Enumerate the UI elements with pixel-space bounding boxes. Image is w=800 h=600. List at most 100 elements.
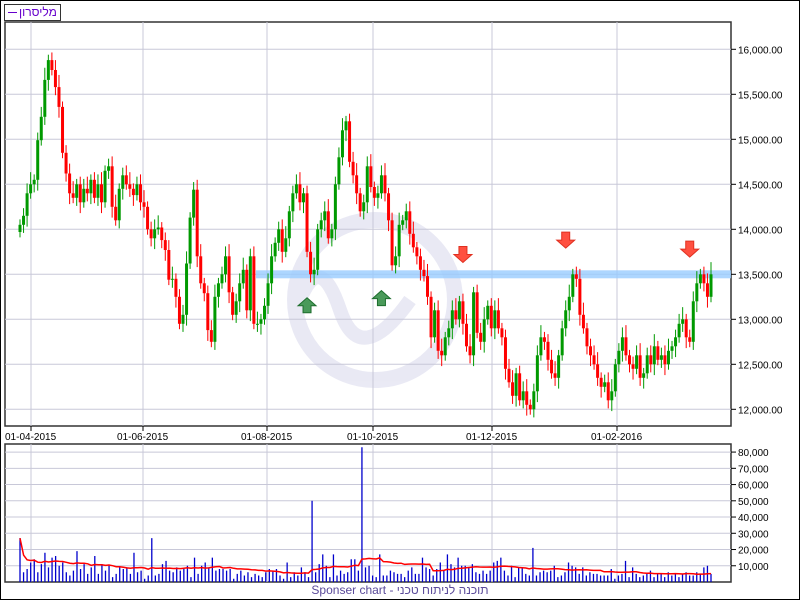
candle — [659, 347, 663, 368]
watermark-wave — [293, 270, 416, 345]
candle — [326, 199, 330, 244]
candle-body — [404, 211, 408, 221]
candle — [596, 352, 600, 386]
candle-body — [464, 323, 468, 347]
candle — [39, 106, 43, 146]
candle — [32, 174, 36, 193]
candle — [82, 178, 86, 208]
candle-body — [167, 250, 171, 280]
candle — [316, 223, 320, 276]
candle — [181, 304, 185, 332]
candle-body — [571, 274, 575, 297]
candle-body — [294, 184, 298, 194]
candle — [305, 185, 309, 258]
candle — [174, 273, 178, 308]
candle — [124, 165, 128, 190]
candle — [553, 361, 557, 386]
candle — [263, 298, 267, 325]
candle-body — [43, 79, 47, 117]
candle — [146, 201, 150, 235]
candle — [688, 329, 692, 348]
candle — [663, 345, 667, 376]
candle — [29, 172, 33, 199]
candle-body — [337, 157, 341, 185]
candle — [358, 187, 362, 217]
candle-body — [394, 256, 398, 266]
candle — [294, 174, 298, 199]
x-tick-label: 01-04-2015 — [5, 432, 57, 443]
candle — [606, 372, 610, 409]
candle-body — [581, 314, 585, 329]
legend-series-name: מליסרון — [19, 5, 57, 19]
candle — [454, 298, 458, 325]
candle — [635, 345, 639, 375]
candle-body — [535, 355, 539, 392]
candle — [241, 257, 245, 289]
candle-body — [280, 229, 284, 252]
candle-body — [124, 175, 128, 185]
volume-y-tick-label: 20,000 — [738, 546, 769, 557]
candle — [518, 365, 522, 406]
candle-body — [85, 188, 89, 194]
candle — [121, 167, 125, 200]
candle-body — [564, 310, 568, 329]
candle — [624, 325, 628, 361]
candle-body — [447, 328, 451, 338]
candle-body — [649, 355, 653, 365]
candle — [68, 163, 72, 205]
candle — [486, 300, 490, 325]
candle — [220, 266, 224, 289]
candle-body — [323, 211, 327, 221]
candle-body — [589, 346, 593, 356]
candle — [443, 331, 447, 361]
candle-body — [53, 70, 57, 88]
y-tick-label: 15,000.00 — [738, 135, 783, 146]
candle-body — [340, 130, 344, 158]
candle — [514, 367, 518, 407]
candle-body — [688, 337, 692, 342]
candle-body — [110, 166, 114, 207]
candle — [394, 246, 398, 274]
candle — [557, 349, 561, 389]
candle — [670, 340, 674, 359]
candle — [270, 244, 274, 295]
candle-body — [199, 256, 203, 284]
candle — [71, 181, 75, 204]
candle-body — [369, 166, 373, 187]
candle — [365, 156, 369, 214]
candle — [379, 165, 383, 199]
candle — [195, 179, 199, 268]
candle-body — [670, 346, 674, 351]
y-tick-label: 16,000.00 — [738, 45, 783, 56]
candle — [238, 273, 242, 313]
candle — [567, 284, 571, 322]
candle-body — [39, 116, 43, 141]
volume-y-tick-label: 30,000 — [738, 529, 769, 540]
candle-body — [121, 175, 125, 189]
candle — [401, 214, 405, 231]
candle — [330, 223, 334, 247]
candle — [698, 268, 702, 289]
candle-body — [270, 256, 274, 284]
candle-body — [301, 193, 305, 203]
candle-body — [22, 215, 26, 225]
candle-body — [330, 229, 334, 239]
candle-body — [429, 296, 433, 338]
candle-body — [348, 121, 352, 162]
candle — [546, 334, 550, 371]
candle — [397, 212, 401, 268]
candle — [117, 183, 121, 229]
candle — [482, 307, 486, 353]
x-tick-label: 01-10-2015 — [347, 432, 399, 443]
candle — [581, 302, 585, 334]
footer-credit: Sponser chart - תוכנה לניתוח טכני — [311, 583, 489, 597]
y-tick-label: 12,500.00 — [738, 360, 783, 371]
candle — [603, 374, 607, 393]
candle — [43, 67, 47, 125]
candle — [521, 381, 525, 409]
candle — [702, 266, 706, 292]
candle — [649, 345, 653, 373]
candle — [709, 262, 713, 303]
candle — [75, 178, 79, 206]
legend[interactable]: מליסרון — [4, 4, 61, 21]
